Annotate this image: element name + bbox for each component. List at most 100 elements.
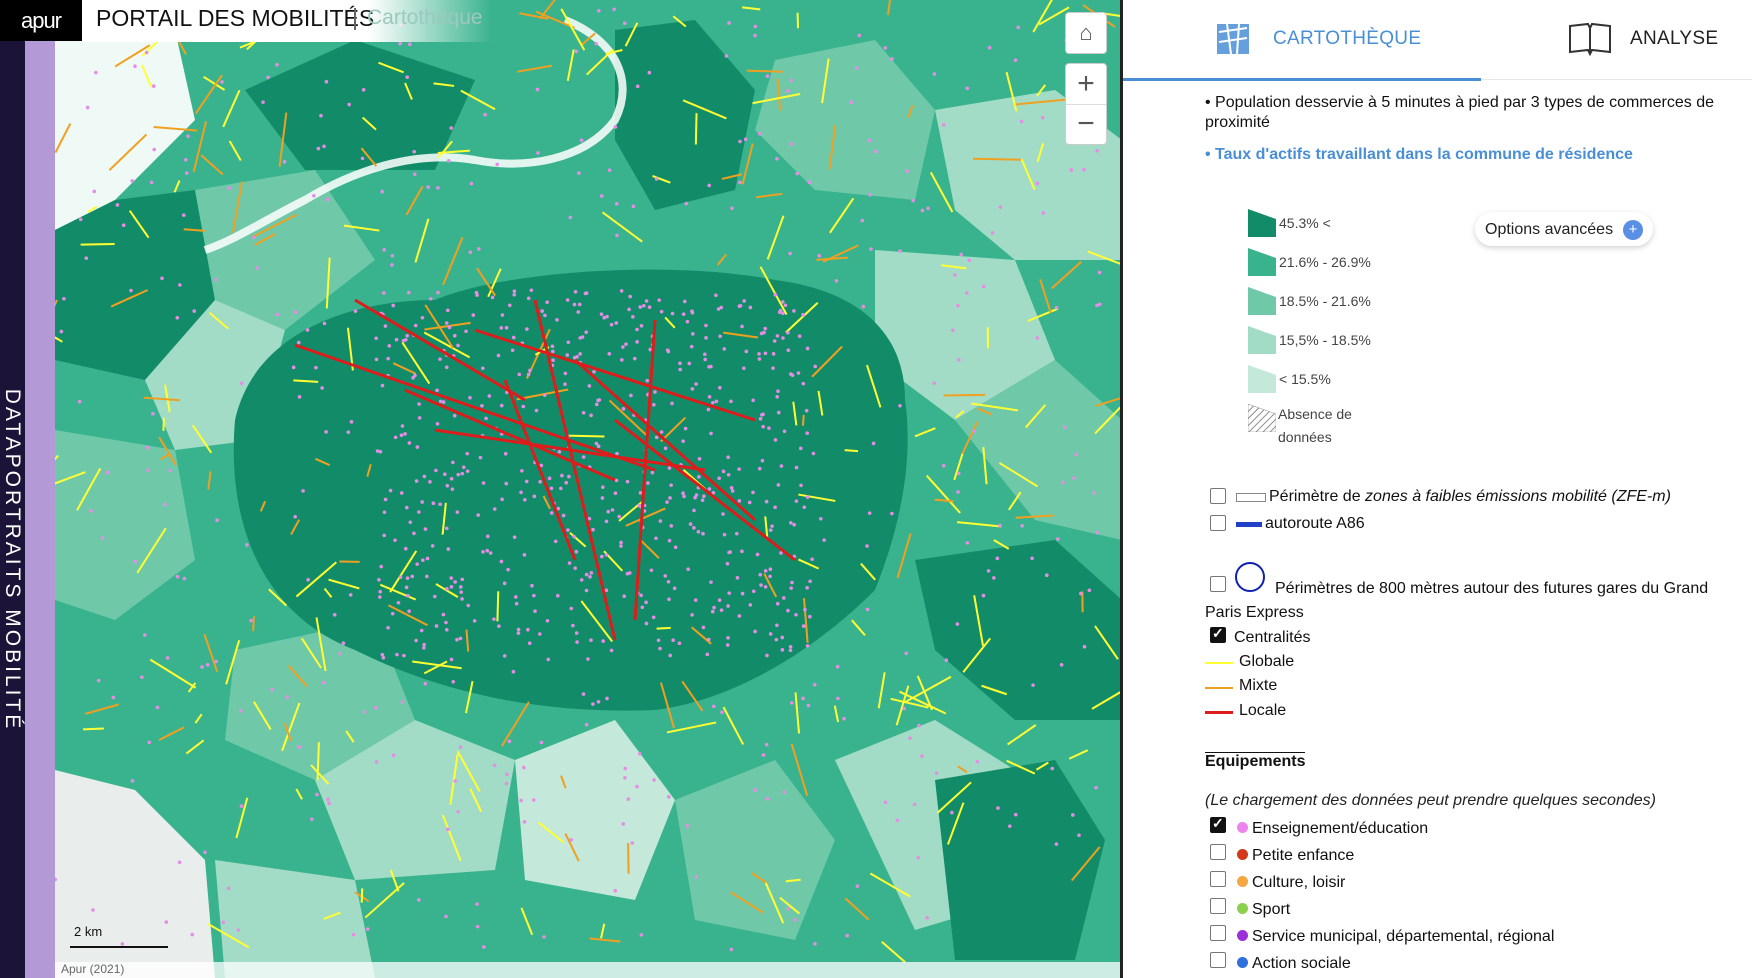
education-point	[468, 250, 473, 255]
education-point	[584, 588, 589, 593]
centralite-segment	[465, 680, 474, 714]
education-point	[794, 465, 799, 470]
education-point	[77, 399, 82, 404]
education-point	[806, 703, 811, 708]
apur-logo[interactable]: apur	[0, 0, 82, 41]
centralites-label: Centralités	[1234, 629, 1311, 646]
education-point	[693, 598, 698, 602]
education-point	[673, 545, 678, 550]
education-point	[956, 490, 960, 494]
education-point	[703, 357, 707, 362]
home-button[interactable]: ⌂	[1065, 12, 1107, 54]
education-point	[214, 277, 219, 282]
education-point	[349, 420, 354, 424]
education-point	[579, 578, 584, 582]
education-point	[556, 506, 561, 511]
education-point	[499, 559, 504, 564]
tab-cartotheque[interactable]: CARTOTHÈQUE	[1123, 0, 1481, 81]
education-point	[407, 609, 411, 614]
centralite-segment	[153, 126, 198, 132]
education-point	[575, 640, 579, 644]
education-point	[412, 149, 417, 154]
education-point	[798, 446, 803, 451]
education-point	[458, 745, 463, 749]
education-point	[446, 827, 450, 832]
centralite-segment	[379, 583, 417, 601]
education-point	[484, 416, 488, 421]
education-point	[551, 358, 555, 363]
advanced-options-button[interactable]: Options avancées +	[1475, 212, 1653, 246]
education-point	[659, 309, 664, 314]
education-point	[812, 683, 817, 687]
equip-checkbox-education[interactable]	[1210, 815, 1226, 833]
education-point	[533, 609, 537, 613]
equip-checkbox-petite-enfance[interactable]	[1210, 844, 1226, 860]
education-point	[740, 324, 744, 329]
education-point	[763, 585, 768, 589]
centralite-segment	[973, 595, 985, 646]
zoom-out-button[interactable]: −	[1077, 107, 1095, 140]
education-point	[266, 75, 270, 80]
centralite-segment	[537, 821, 565, 844]
education-point	[542, 393, 547, 397]
education-point	[799, 483, 803, 488]
equip-checkbox-action-sociale[interactable]	[1210, 952, 1226, 968]
education-point	[807, 180, 812, 185]
plus-icon: +	[1623, 220, 1643, 240]
zoom-in-button[interactable]: +	[1066, 64, 1106, 105]
equip-checkbox-service[interactable]	[1210, 925, 1226, 941]
equip-checkbox-culture[interactable]	[1210, 871, 1226, 887]
education-point	[925, 915, 929, 920]
centralite-segment	[389, 869, 400, 892]
education-point	[753, 33, 757, 38]
centralite-segment	[766, 215, 785, 260]
education-point	[644, 299, 649, 303]
education-point	[178, 283, 182, 287]
education-point	[444, 627, 449, 632]
education-point	[361, 87, 366, 92]
map-canvas[interactable]	[55, 0, 1122, 978]
centralites-checkbox[interactable]	[1210, 625, 1226, 643]
education-point	[779, 464, 784, 468]
gpe-checkbox[interactable]	[1210, 576, 1226, 592]
centralite-segment	[811, 345, 843, 378]
zfe-checkbox[interactable]	[1210, 488, 1226, 504]
education-point	[565, 298, 570, 302]
layer-taux-actifs[interactable]: • Taux d'actifs travaillant dans la comm…	[1205, 146, 1633, 163]
centralite-segment	[580, 600, 614, 643]
education-point	[619, 540, 623, 545]
district-w3	[55, 430, 195, 620]
centralite-locale-segment	[474, 328, 756, 422]
centralite-segment	[1025, 404, 1047, 429]
education-point	[649, 568, 654, 573]
education-point	[594, 41, 598, 46]
education-point	[775, 394, 779, 399]
education-point	[412, 531, 416, 536]
centralite-segment	[764, 882, 785, 924]
map-view[interactable]: ⌂ + −	[55, 0, 1122, 978]
education-point	[761, 424, 765, 429]
education-point	[781, 300, 785, 304]
equip-checkbox-sport[interactable]	[1210, 898, 1226, 914]
centralite-segment	[759, 266, 788, 315]
layer-population-desservie[interactable]: • Population desservie à 5 minutes à pie…	[1205, 94, 1714, 131]
education-point	[492, 763, 497, 768]
education-point	[239, 381, 244, 386]
tab-analyse-label: ANALYSE	[1630, 28, 1719, 49]
tab-analyse[interactable]: ANALYSE	[1568, 0, 1752, 78]
education-point	[845, 933, 850, 938]
a86-checkbox[interactable]	[1210, 515, 1226, 531]
education-point	[184, 158, 188, 162]
centralite-segment	[136, 527, 167, 574]
education-point	[252, 235, 256, 240]
education-point	[203, 850, 207, 855]
education-point	[670, 401, 674, 406]
education-point	[740, 591, 745, 596]
centralite-segment	[624, 22, 639, 47]
education-point	[1060, 480, 1065, 485]
education-point	[305, 328, 310, 332]
education-point	[783, 303, 788, 308]
centralite-segment	[325, 257, 331, 309]
education-point	[390, 611, 395, 616]
education-point	[275, 312, 280, 317]
